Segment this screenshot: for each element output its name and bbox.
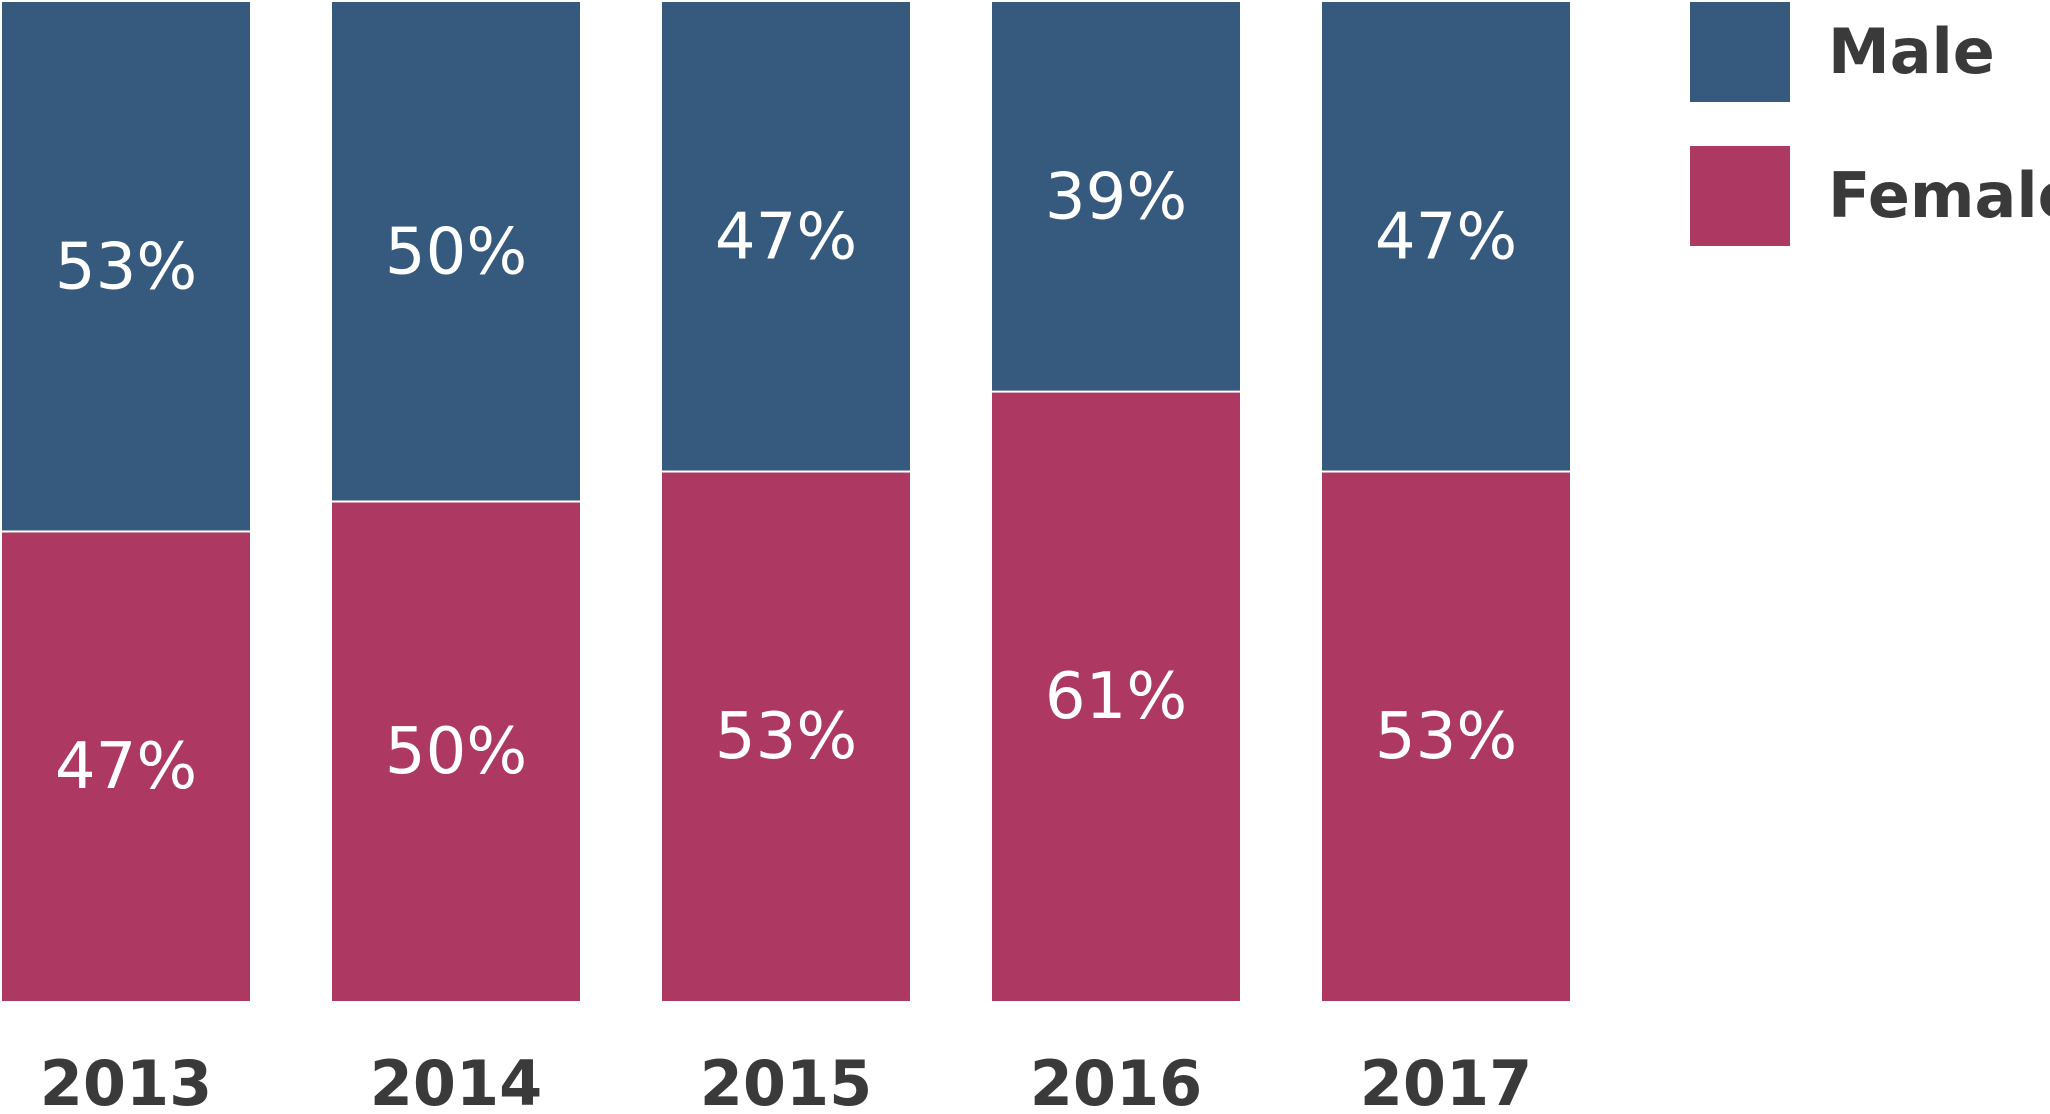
data-label-female-2017: 53%: [1375, 700, 1517, 774]
segment-divider-2015: [662, 470, 910, 473]
data-label-female-2016: 61%: [1045, 660, 1187, 734]
legend-label-male: Male: [1828, 15, 1995, 88]
data-label-female-2015: 53%: [715, 700, 857, 774]
segment-divider-2016: [992, 390, 1240, 393]
bar-female-2017: [1322, 471, 1570, 1001]
bar-male-2014: [332, 2, 580, 502]
category-label-2013: 2013: [40, 1047, 213, 1114]
category-label-2017: 2017: [1360, 1047, 1533, 1114]
legend-swatch-male: [1690, 2, 1790, 102]
bar-female-2013: [2, 531, 250, 1001]
bar-male-2015: [662, 2, 910, 472]
bars-group: [2, 2, 1570, 1001]
bar-female-2015: [662, 471, 910, 1001]
bar-male-2013: [2, 2, 250, 532]
data-label-male-2015: 47%: [715, 200, 857, 274]
category-label-2014: 2014: [370, 1047, 543, 1114]
legend-swatch-female: [1690, 146, 1790, 246]
data-label-female-2013: 47%: [55, 730, 197, 804]
segment-divider-2013: [2, 530, 250, 533]
bar-male-2017: [1322, 2, 1570, 472]
data-label-male-2013: 53%: [55, 230, 197, 304]
bar-female-2014: [332, 501, 580, 1001]
data-label-male-2016: 39%: [1045, 160, 1187, 234]
legend-label-female: Female: [1828, 159, 2050, 232]
bar-male-2016: [992, 2, 1240, 392]
data-label-female-2014: 50%: [385, 715, 527, 789]
bar-female-2016: [992, 391, 1240, 1001]
category-label-2016: 2016: [1030, 1047, 1203, 1114]
segment-labels-group: 53% 47% 50% 50% 47% 53% 39% 61% 47% 53%: [55, 160, 1517, 803]
segment-divider-2017: [1322, 470, 1570, 473]
data-label-male-2017: 47%: [1375, 200, 1517, 274]
legend: Male Female: [1690, 2, 2050, 246]
data-label-male-2014: 50%: [385, 215, 527, 289]
category-labels-group: 2013 2014 2015 2016 2017: [40, 1047, 1533, 1114]
category-label-2015: 2015: [700, 1047, 873, 1114]
segment-divider-2014: [332, 500, 580, 503]
